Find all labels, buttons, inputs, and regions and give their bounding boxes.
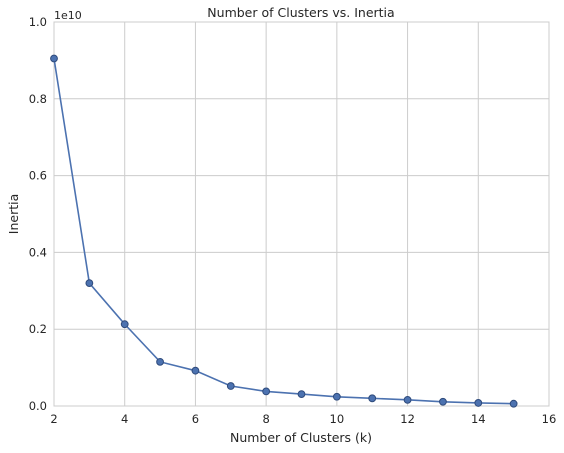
x-tick-label: 4 [121, 412, 128, 426]
x-tick-label: 6 [192, 412, 199, 426]
data-point [156, 357, 164, 366]
y-tick-label: 0.2 [29, 322, 47, 336]
data-point [297, 390, 306, 398]
y-axis-label: Inertia [6, 194, 21, 234]
data-point [439, 397, 447, 406]
y-tick-label: 0.8 [29, 92, 47, 106]
y-tick-label: 1.0 [29, 15, 47, 29]
chart-title: Number of Clusters vs. Inertia [207, 5, 394, 20]
data-point [226, 382, 235, 390]
data-point [403, 395, 412, 404]
y-tick-label: 0.0 [29, 399, 47, 413]
plot-area-frame [53, 21, 550, 407]
x-tick-label: 14 [471, 412, 486, 426]
x-tick-label: 2 [50, 412, 57, 426]
data-point [120, 320, 129, 329]
x-tick-label: 8 [262, 412, 269, 426]
series-layer [50, 54, 518, 408]
data-point [262, 387, 271, 396]
y-tick-label: 0.6 [29, 169, 47, 183]
y-offset-label: 1e10 [54, 9, 82, 22]
data-point [50, 54, 58, 63]
x-tick-label: 12 [400, 412, 415, 426]
x-tick-label: 16 [542, 412, 557, 426]
data-point [368, 394, 377, 403]
y-tick-label: 0.4 [29, 245, 47, 259]
y-tick-labels: 0.0 0.2 0.4 0.6 0.8 1.0 [29, 15, 47, 413]
x-tick-label: 10 [330, 412, 345, 426]
grid-lines [53, 21, 550, 407]
data-point [509, 399, 518, 408]
x-axis-label: Number of Clusters (k) [230, 430, 372, 445]
series-line [53, 58, 514, 405]
data-point [332, 392, 341, 401]
data-point [474, 399, 483, 407]
data-point [85, 279, 94, 288]
x-tick-labels: 2 4 6 8 10 12 14 16 [50, 412, 556, 426]
data-point [191, 366, 200, 375]
